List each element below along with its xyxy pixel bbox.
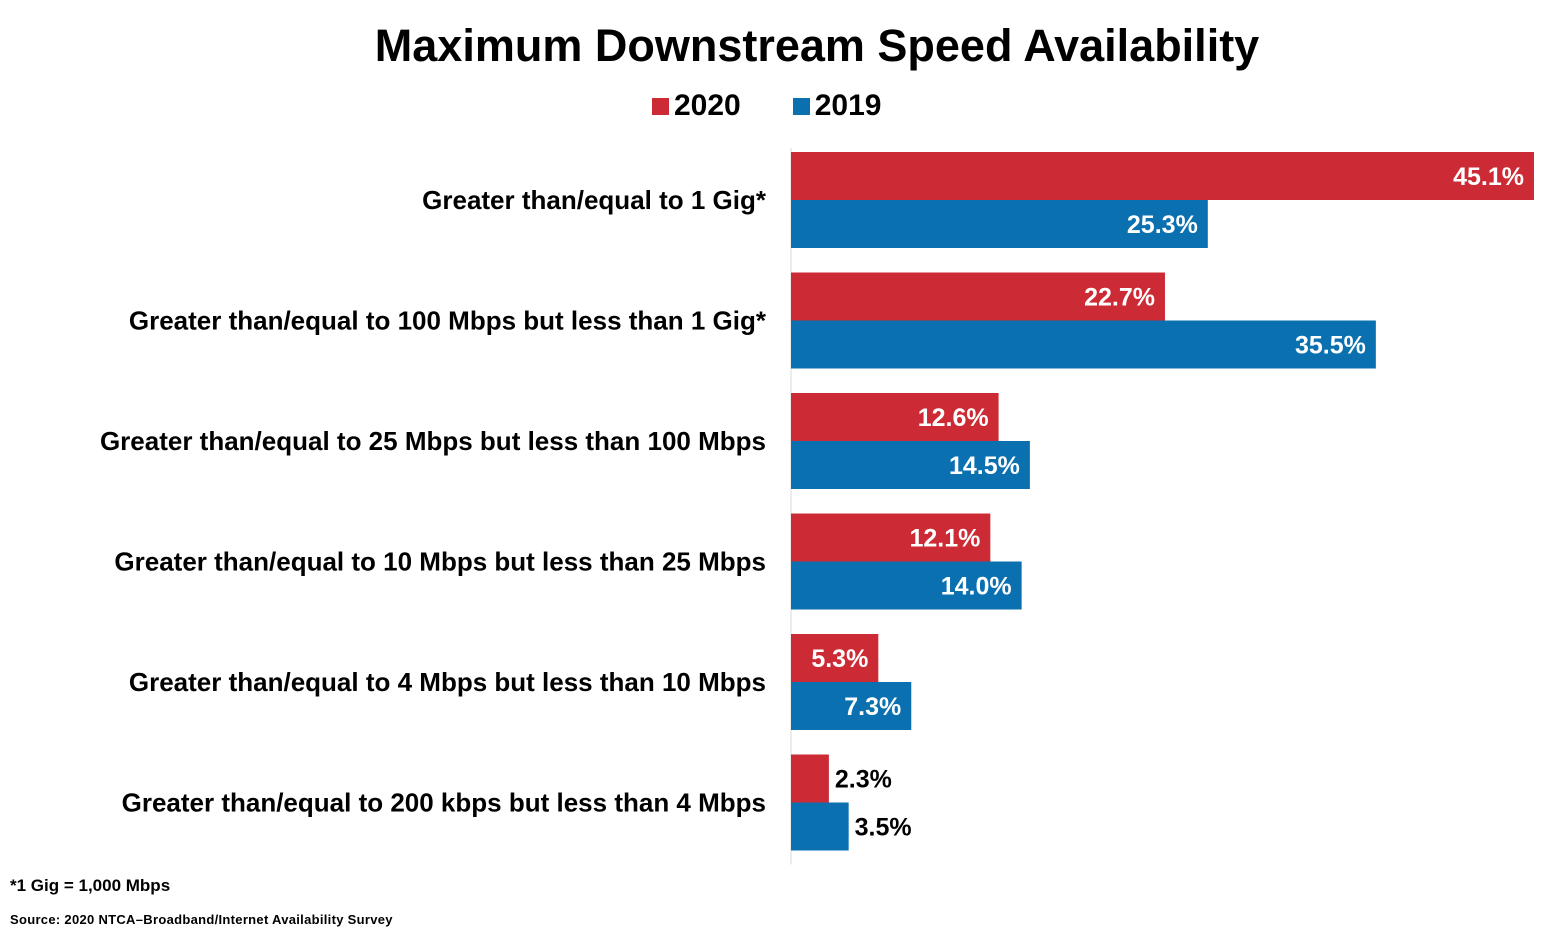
bar-2020-0: [791, 152, 1534, 200]
data-label-2019-5: 3.5%: [855, 814, 912, 842]
category-label: Greater than/equal to 25 Mbps but less t…: [100, 426, 766, 456]
data-label-2020-5: 2.3%: [835, 766, 892, 794]
bar-2020-5: [791, 754, 829, 803]
data-label-2020-2: 12.6%: [918, 404, 989, 432]
data-label-2019-1: 35.5%: [1295, 332, 1366, 360]
data-label-2019-2: 14.5%: [949, 452, 1020, 480]
category-label: Greater than/equal to 4 Mbps but less th…: [129, 667, 766, 697]
bar-2019-5: [791, 802, 849, 851]
legend-item-series-0: 2020: [652, 89, 741, 123]
data-label-2020-0: 45.1%: [1453, 163, 1524, 191]
bar-2019-0: [791, 200, 1208, 248]
bar-2019-2: [791, 441, 1030, 489]
category-label: Greater than/equal to 10 Mbps but less t…: [114, 547, 766, 577]
legend-swatch-series-1: [792, 97, 810, 115]
legend-swatch-series-0: [652, 97, 669, 115]
bar-2020-2: [791, 393, 999, 441]
category-label: Greater than/equal to 100 Mbps but less …: [129, 306, 767, 336]
bar-2020-3: [791, 513, 991, 562]
bar-2019-3: [791, 561, 1022, 610]
data-label-2020-1: 22.7%: [1084, 284, 1155, 312]
data-label-2019-4: 7.3%: [844, 693, 901, 721]
chart-title: Maximum Downstream Speed Availability: [374, 20, 1260, 71]
data-label-2020-4: 5.3%: [811, 645, 868, 673]
legend-label-series-1: 2019: [814, 89, 882, 122]
bar-2019-1: [791, 320, 1376, 369]
source-note: Source: 2020 NTCA–Broadband/Internet Ava…: [10, 912, 393, 927]
chart-legend: 2020 2019: [652, 86, 934, 126]
legend-item-series-1: 2019: [792, 89, 882, 123]
category-label: Greater than/equal to 1 Gig*: [422, 185, 767, 215]
data-label-2020-3: 12.1%: [909, 525, 980, 553]
footnote: *1 Gig = 1,000 Mbps: [10, 876, 171, 895]
bar-2019-4: [791, 682, 912, 730]
category-label: Greater than/equal to 200 kbps but less …: [122, 788, 766, 818]
legend-label-series-0: 2020: [674, 89, 741, 122]
data-label-2019-3: 14.0%: [941, 573, 1012, 601]
bar-2020-4: [791, 634, 879, 682]
data-label-2019-0: 25.3%: [1127, 211, 1198, 239]
bar-2020-1: [791, 272, 1165, 321]
